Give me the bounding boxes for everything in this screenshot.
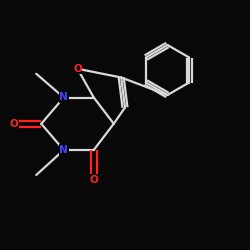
Text: N: N xyxy=(60,145,68,155)
Text: O: O xyxy=(90,175,98,185)
Text: N: N xyxy=(60,92,68,102)
Text: O: O xyxy=(73,64,82,74)
Text: O: O xyxy=(10,119,18,129)
